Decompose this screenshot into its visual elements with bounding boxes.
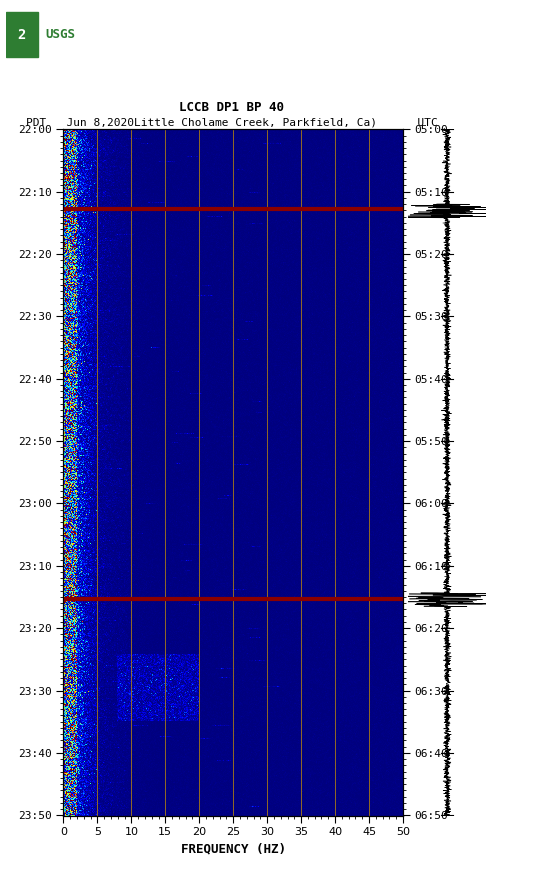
Bar xyxy=(6,12,38,57)
X-axis label: FREQUENCY (HZ): FREQUENCY (HZ) xyxy=(181,843,286,855)
Text: USGS: USGS xyxy=(45,29,75,41)
Text: LCCB DP1 BP 40: LCCB DP1 BP 40 xyxy=(179,101,284,113)
Text: PDT   Jun 8,2020Little Cholame Creek, Parkfield, Ca)      UTC: PDT Jun 8,2020Little Cholame Creek, Park… xyxy=(26,117,438,128)
Text: 2: 2 xyxy=(18,28,26,42)
